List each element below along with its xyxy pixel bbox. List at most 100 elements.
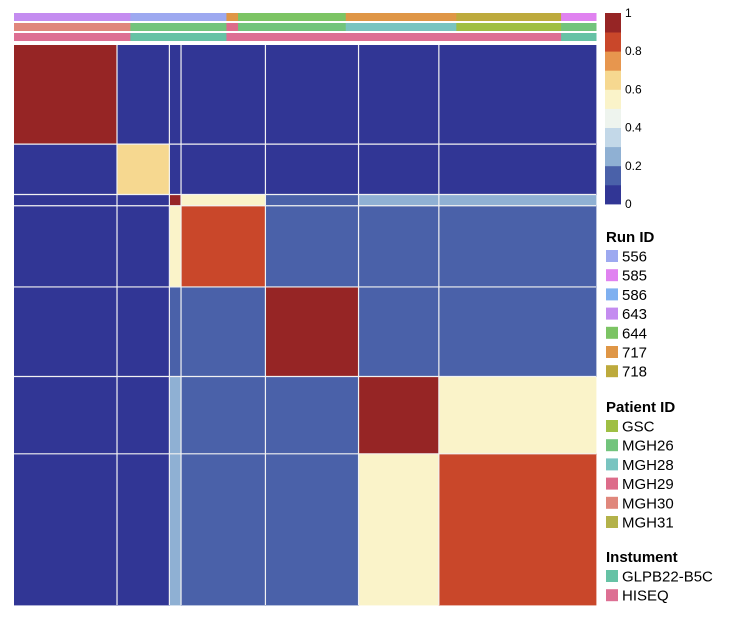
annotation-legends: Run ID 556 585 586 643 644 717 718 Patient ID GSC… bbox=[606, 229, 713, 605]
off-diagonal-block bbox=[14, 144, 118, 195]
legend-label: MGH29 bbox=[622, 476, 674, 493]
off-diagonal-block bbox=[14, 205, 118, 288]
annotation-segment bbox=[130, 23, 227, 31]
colorbar-step bbox=[605, 184, 621, 205]
off-diagonal-block bbox=[117, 205, 170, 288]
off-diagonal-block bbox=[181, 194, 266, 207]
legend-swatch bbox=[606, 269, 618, 282]
off-diagonal-block bbox=[181, 144, 266, 195]
legend-title: Patient ID bbox=[606, 399, 675, 416]
off-diagonal-block bbox=[265, 205, 359, 288]
legend-swatch bbox=[606, 516, 618, 528]
legend-swatch bbox=[606, 307, 618, 320]
diagonal-cluster-block bbox=[14, 45, 118, 145]
legend-label: HISEQ bbox=[622, 588, 669, 605]
legend-label: MGH28 bbox=[622, 457, 674, 474]
colorbar-tick-label: 0.6 bbox=[625, 82, 642, 96]
legend-title: Instument bbox=[606, 549, 678, 566]
off-diagonal-block bbox=[265, 45, 359, 145]
diagonal-cluster-block bbox=[358, 376, 440, 455]
off-diagonal-block bbox=[438, 286, 597, 377]
off-diagonal-block bbox=[169, 45, 182, 145]
colorbar-step bbox=[605, 70, 621, 90]
legend-swatch bbox=[606, 420, 618, 432]
annotation-segment bbox=[456, 13, 562, 21]
off-diagonal-block bbox=[14, 376, 118, 455]
off-diagonal-block bbox=[181, 453, 266, 606]
off-diagonal-block bbox=[265, 144, 359, 195]
colorbar-tick-label: 0.8 bbox=[625, 44, 642, 58]
off-diagonal-block bbox=[169, 205, 182, 288]
colorbar-step bbox=[605, 146, 621, 167]
off-diagonal-block bbox=[438, 194, 597, 207]
legend-label: MGH30 bbox=[622, 495, 674, 512]
legend-swatch bbox=[606, 458, 618, 471]
annotation-segment bbox=[14, 23, 131, 31]
annotation-segment bbox=[226, 13, 239, 21]
legend-label: 643 bbox=[622, 306, 647, 323]
off-diagonal-block bbox=[358, 144, 440, 195]
legend-swatch bbox=[606, 439, 618, 452]
legend-label: 717 bbox=[622, 345, 647, 362]
annotation-segment bbox=[561, 33, 597, 41]
legend-swatch bbox=[606, 570, 618, 582]
diagonal-cluster-block bbox=[117, 144, 170, 195]
annotation-segment bbox=[456, 33, 562, 41]
legend-label: 644 bbox=[622, 325, 647, 342]
annotation-row-0 bbox=[14, 13, 597, 21]
legend-label: GSC bbox=[622, 419, 655, 436]
off-diagonal-block bbox=[169, 453, 182, 606]
colorbar-tick-label: 1 bbox=[625, 6, 632, 20]
annotation-segment bbox=[130, 13, 227, 21]
legend-swatch bbox=[606, 589, 618, 602]
annotation-segment bbox=[226, 33, 347, 41]
diagonal-cluster-block bbox=[265, 286, 359, 377]
colorbar-tick-label: 0.2 bbox=[625, 159, 642, 173]
legend-swatch bbox=[606, 365, 618, 378]
off-diagonal-block bbox=[358, 286, 440, 377]
legend-group: Patient ID GSC MGH26 MGH28 MGH29 MGH30 MGH31 bbox=[606, 399, 675, 532]
off-diagonal-block bbox=[117, 45, 170, 145]
legend-swatch bbox=[606, 477, 618, 490]
legend-label: 585 bbox=[622, 268, 647, 285]
annotation-row-1 bbox=[14, 23, 597, 31]
off-diagonal-block bbox=[265, 453, 359, 606]
legend-label: MGH31 bbox=[622, 515, 674, 532]
colorbar-step bbox=[605, 108, 621, 128]
off-diagonal-block bbox=[117, 286, 170, 377]
colorbar-step bbox=[605, 165, 621, 186]
legend-group: Instument GLPB22-B5C HISEQ bbox=[606, 549, 713, 605]
legend-label: MGH26 bbox=[622, 438, 674, 455]
off-diagonal-block bbox=[358, 453, 440, 606]
off-diagonal-block bbox=[438, 376, 597, 455]
colorbar-step bbox=[605, 51, 621, 71]
off-diagonal-block bbox=[265, 194, 359, 207]
colorbar-step bbox=[605, 32, 621, 52]
colorbar-tick-label: 0.4 bbox=[625, 121, 642, 135]
legend-swatch bbox=[606, 288, 618, 301]
off-diagonal-block bbox=[14, 286, 118, 377]
off-diagonal-block bbox=[181, 45, 266, 145]
legend-title: Run ID bbox=[606, 229, 654, 246]
color-scale-bar: 0 0.2 0.4 0.6 0.8 1 bbox=[605, 6, 642, 211]
legend-swatch bbox=[606, 250, 618, 262]
legend-swatch bbox=[606, 496, 618, 509]
annotation-segment bbox=[130, 33, 227, 41]
off-diagonal-block bbox=[265, 376, 359, 455]
off-diagonal-block bbox=[117, 376, 170, 455]
annotation-segment bbox=[238, 13, 347, 21]
legend-label: 556 bbox=[622, 249, 647, 266]
legend-label: 718 bbox=[622, 364, 647, 381]
colorbar-step bbox=[605, 13, 621, 33]
off-diagonal-block bbox=[438, 144, 597, 195]
off-diagonal-block bbox=[169, 144, 182, 195]
off-diagonal-block bbox=[14, 453, 118, 606]
off-diagonal-block bbox=[169, 286, 182, 377]
off-diagonal-block bbox=[117, 194, 170, 207]
annotation-row-2 bbox=[14, 33, 597, 41]
legend-group: Run ID 556 585 586 643 644 717 718 bbox=[606, 229, 654, 381]
annotation-segment bbox=[345, 13, 457, 21]
off-diagonal-block bbox=[181, 376, 266, 455]
diagonal-cluster-block bbox=[169, 194, 182, 207]
